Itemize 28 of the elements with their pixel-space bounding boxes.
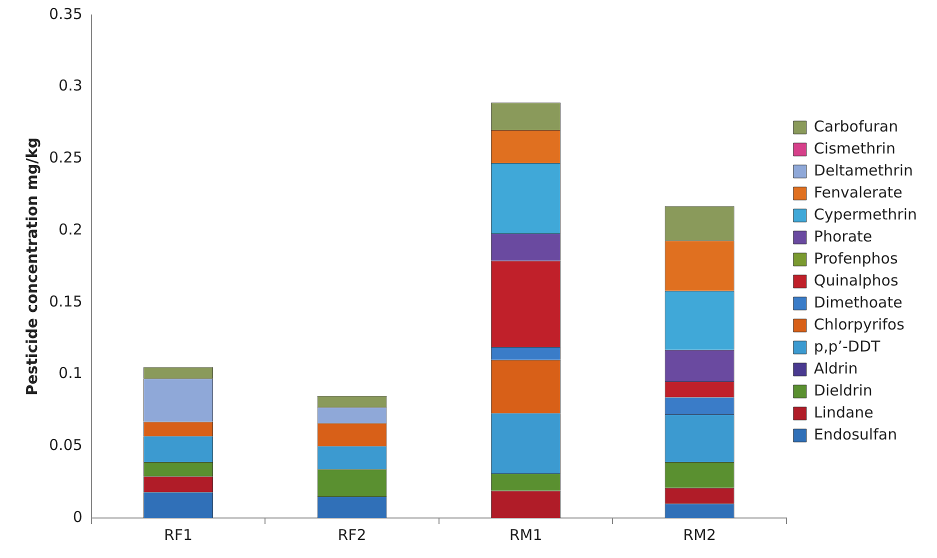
legend-label: Lindane: [814, 403, 874, 422]
x-tick-label: RM1: [509, 526, 542, 544]
y-tick-label: 0.3: [58, 76, 82, 95]
legend-label: Quinalphos: [814, 271, 898, 290]
legend-label: Carbofuran: [814, 117, 898, 136]
legend-label: Fenvalerate: [814, 183, 902, 202]
y-tick-label: 0.25: [48, 148, 82, 167]
y-tick-label: 0.2: [58, 220, 82, 238]
legend-label: Cismethrin: [814, 139, 896, 158]
legend-label: Dimethoate: [814, 293, 902, 312]
legend-label: Deltamethrin: [814, 161, 914, 180]
y-tick-label: 0.05: [48, 436, 82, 454]
y-tick-label: 0.1: [58, 364, 82, 382]
legend-label: Profenphos: [814, 249, 898, 268]
y-tick-label: 0.15: [48, 292, 82, 310]
x-tick-label: RF1: [164, 526, 193, 544]
legend-label: Aldrin: [814, 359, 858, 378]
legend-label: Phorate: [814, 227, 872, 246]
y-tick-label: 0: [72, 508, 82, 526]
legend-label: p,p’-DDT: [814, 337, 882, 356]
y-axis-title: Pesticide concentration mg/kg: [22, 138, 41, 396]
legend-label: Cypermethrin: [814, 205, 918, 224]
legend-label: Dieldrin: [814, 381, 872, 400]
legend-label: Chlorpyrifos: [814, 315, 905, 334]
legend-label: Endosulfan: [814, 425, 898, 444]
x-tick-label: RF2: [338, 526, 366, 544]
y-tick-label: 0.35: [48, 4, 82, 23]
x-tick-label: RM2: [683, 526, 716, 544]
